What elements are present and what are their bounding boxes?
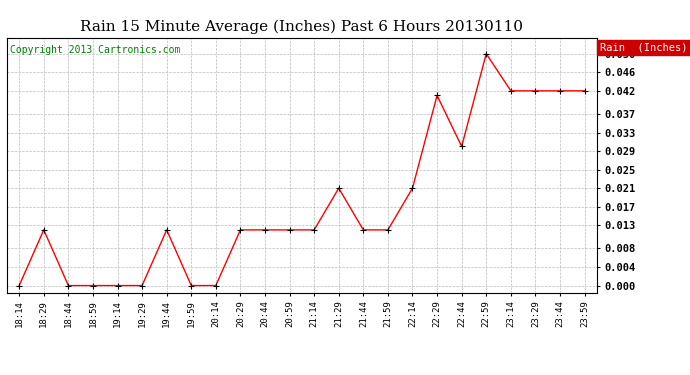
Title: Rain 15 Minute Average (Inches) Past 6 Hours 20130110: Rain 15 Minute Average (Inches) Past 6 H…	[80, 19, 524, 33]
Text: Copyright 2013 Cartronics.com: Copyright 2013 Cartronics.com	[10, 45, 180, 55]
Text: Rain  (Inches): Rain (Inches)	[600, 43, 687, 52]
